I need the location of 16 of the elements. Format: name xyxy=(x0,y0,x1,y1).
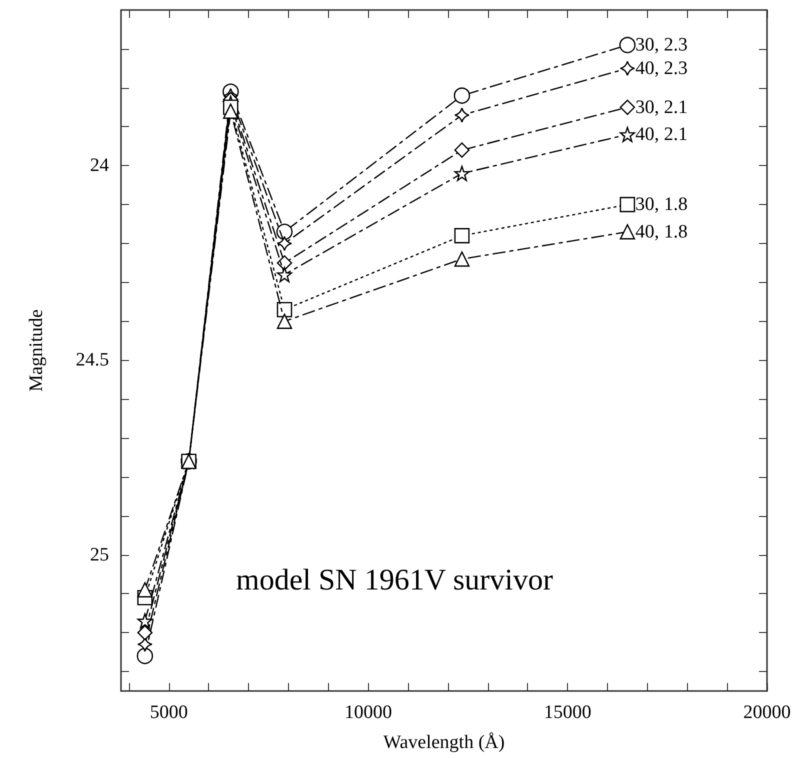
series-label: 30, 2.1 xyxy=(635,96,688,118)
x-axis-title: Wavelength (Å) xyxy=(383,732,505,753)
x-tick-label: 5000 xyxy=(150,702,188,723)
x-tick-label: 15000 xyxy=(544,702,592,723)
x-tick-label: 10000 xyxy=(344,702,392,723)
series-label: 30, 2.3 xyxy=(635,34,688,56)
series-label: 40, 1.8 xyxy=(635,221,688,242)
y-tick-label: 24.5 xyxy=(76,350,109,371)
y-tick-label: 25 xyxy=(90,544,109,566)
y-tick-label: 24 xyxy=(90,155,110,176)
series-label: 40, 2.1 xyxy=(635,124,688,146)
x-tick-label: 20000 xyxy=(743,702,791,723)
annotation: model SN 1961V survivor xyxy=(236,564,553,596)
series-label: 40, 2.3 xyxy=(635,58,688,79)
series-label: 30, 1.8 xyxy=(635,194,688,216)
y-axis-title: Magnitude xyxy=(26,309,47,392)
